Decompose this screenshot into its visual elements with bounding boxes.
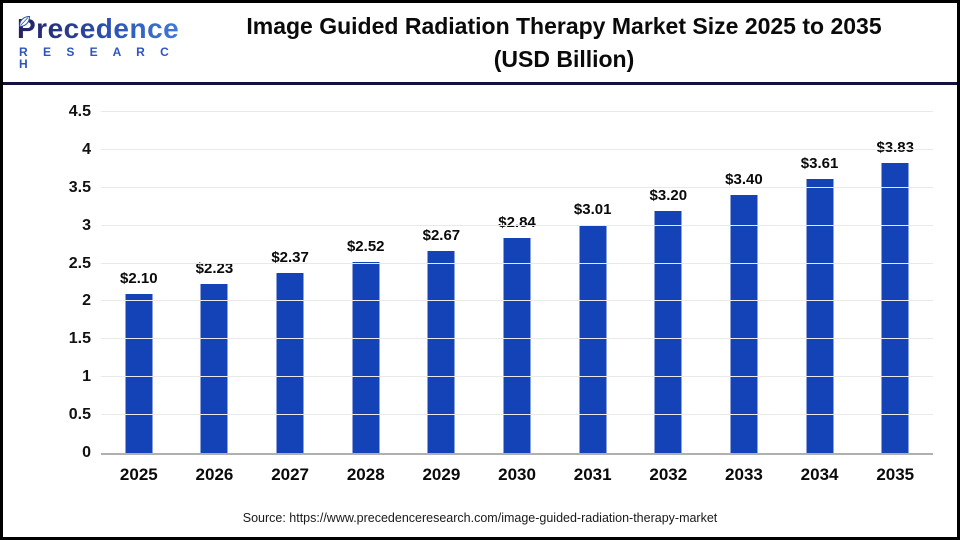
x-axis-tick-label: 2030 xyxy=(498,465,536,484)
bar-value-label: $2.67 xyxy=(422,226,461,244)
y-axis-tick-label: 0 xyxy=(82,444,91,461)
bar-slot: $3.83 xyxy=(857,112,933,453)
y-axis-tick-label: 4 xyxy=(82,140,91,158)
xaxis-row: 2025 2026 2027 2028 2029 2030 2031 2032 2033 2034… xyxy=(101,465,933,485)
y-axis-tick-label: 3 xyxy=(82,216,91,234)
logo-wordmark: Precedence xyxy=(17,15,179,43)
x-axis-tick-label: 2033 xyxy=(725,465,763,484)
bar-value-label: $3.01 xyxy=(573,200,612,218)
x-axis-tick-label: 2025 xyxy=(119,465,158,484)
gridline xyxy=(101,224,933,226)
gridline xyxy=(101,148,933,150)
bar-value-label: $2.10 xyxy=(120,269,158,287)
source-note: Source: https://www.precedenceresearch.c… xyxy=(242,511,718,525)
bar-value-label: $2.84 xyxy=(498,213,536,231)
y-axis-tick-label: 2 xyxy=(82,292,91,310)
x-axis-tick-label: 2027 xyxy=(271,465,310,484)
bar-2032 xyxy=(654,210,682,453)
x-axis-tick-label: 2031 xyxy=(573,465,612,484)
y-axis-tick-label: 2.5 xyxy=(68,254,91,272)
bar-value-label: $2.37 xyxy=(271,249,309,267)
y-axis-tick-label: 1.5 xyxy=(68,330,91,348)
leaf-icon xyxy=(18,15,31,28)
x-axis-tick-label: 2026 xyxy=(195,465,234,484)
bar-slot: $3.20 xyxy=(630,112,706,453)
gridline xyxy=(101,262,933,264)
x-axis-tick-label: 2034 xyxy=(800,465,839,484)
bar-slot: $3.61 xyxy=(782,112,858,453)
title-line-2: (USD Billion) xyxy=(493,45,635,72)
logo-subtitle: R E S E A R C H xyxy=(19,45,175,71)
bar-value-label: $3.20 xyxy=(649,186,688,204)
header: Precedence R E S E A R C H Image Guided … xyxy=(3,3,957,85)
bar-slot: $2.23 xyxy=(177,112,253,453)
bar-2026 xyxy=(200,284,228,453)
x-axis-tick-label: 2029 xyxy=(422,465,461,484)
bar-2028 xyxy=(352,262,380,453)
bar-2030 xyxy=(503,237,531,453)
gridline xyxy=(101,376,933,378)
bar-chart: $2.10 $2.23 $2.37 $2.52 $2.67 $2.84 $3.01 $3.20… xyxy=(3,85,957,537)
bar-slot: $2.37 xyxy=(252,112,328,453)
logo-text: Precedence xyxy=(17,13,180,44)
x-axis-tick-label: 2032 xyxy=(649,465,688,484)
title-line-1: Image Guided Radiation Therapy Market Si… xyxy=(246,12,882,39)
y-axis-tick-label: 3.5 xyxy=(68,178,91,196)
bar-value-label: $3.40 xyxy=(725,171,763,189)
plot-area: $2.10 $2.23 $2.37 $2.52 $2.67 $2.84 $3.01 $3.20… xyxy=(69,104,933,461)
bar-value-label: $2.23 xyxy=(195,260,234,278)
y-axis-tick-label: 0.5 xyxy=(68,406,91,424)
bar-slot: $3.40 xyxy=(706,112,782,453)
bar-2029 xyxy=(427,250,455,453)
y-axis-tick-label: 1 xyxy=(82,368,91,386)
x-axis-tick-label: 2028 xyxy=(346,465,385,484)
x-axis-tick-label: 2035 xyxy=(876,465,915,484)
bar-2025 xyxy=(125,293,153,453)
gridline xyxy=(101,111,933,112)
bar-slot: $2.52 xyxy=(328,112,404,453)
gridline xyxy=(101,186,933,188)
gridline xyxy=(101,300,933,302)
bar-value-label: $3.83 xyxy=(876,138,914,156)
bar-slot: $3.01 xyxy=(555,112,631,453)
y-axis-tick-label: 4.5 xyxy=(68,103,91,120)
bar-value-label: $2.52 xyxy=(346,238,385,256)
bar-value-label: $3.61 xyxy=(800,155,839,173)
precedence-research-logo: Precedence R E S E A R C H xyxy=(3,15,183,70)
page-title: Image Guided Radiation Therapy Market Si… xyxy=(183,10,957,76)
bar-slot: $2.67 xyxy=(404,112,480,453)
gridline xyxy=(101,414,933,416)
bars-row: $2.10 $2.23 $2.37 $2.52 $2.67 $2.84 $3.01 $3.20… xyxy=(101,112,933,453)
bar-slot: $2.10 xyxy=(101,112,177,453)
bar-2035 xyxy=(881,162,909,453)
gridline xyxy=(101,338,933,340)
bar-2033 xyxy=(730,195,758,453)
bar-2027 xyxy=(276,273,304,453)
bar-2034 xyxy=(806,179,834,453)
bar-slot: $2.84 xyxy=(479,112,555,453)
